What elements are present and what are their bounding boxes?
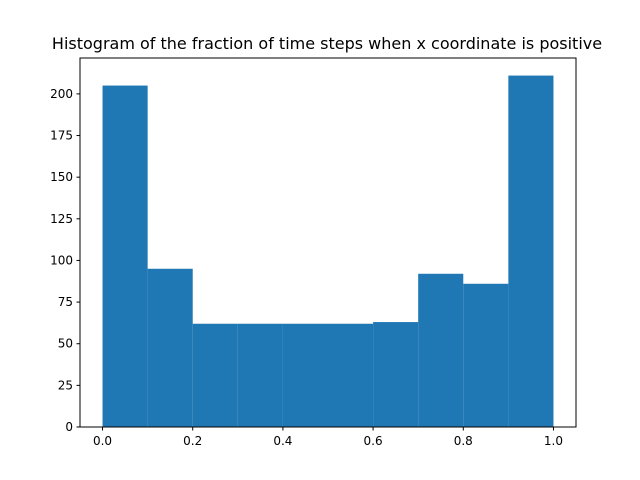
y-tick-label-6: 150: [50, 170, 73, 184]
x-tick-label-2: 0.4: [273, 434, 292, 448]
histogram-bar-4: [282, 323, 328, 427]
histogram-bar-6: [373, 322, 419, 427]
y-tick-label-2: 50: [58, 337, 73, 351]
x-tick-label-0: 0.0: [93, 434, 112, 448]
y-tick-label-4: 100: [50, 253, 73, 267]
histogram-bar-9: [508, 75, 554, 428]
histogram-bar-2: [192, 323, 238, 427]
y-tick-label-7: 175: [50, 129, 73, 143]
y-tick-label-0: 0: [65, 420, 73, 434]
y-axis: 0 25 50 75 100 125 150 175 200: [50, 87, 80, 434]
x-tick-label-3: 0.6: [364, 434, 383, 448]
histogram-bar-5: [328, 323, 374, 427]
y-tick-label-8: 200: [50, 87, 73, 101]
y-tick-label-1: 25: [58, 378, 73, 392]
histogram-bar-1: [147, 268, 193, 427]
bars-group: [102, 75, 554, 428]
chart-title: Histogram of the fraction of time steps …: [52, 34, 602, 53]
y-tick-label-5: 125: [50, 212, 73, 226]
histogram-bar-0: [102, 85, 148, 427]
plot-frame: [79, 57, 577, 428]
y-tick-label-3: 75: [58, 295, 73, 309]
x-tick-label-4: 0.8: [454, 434, 473, 448]
x-axis: 0.0 0.2 0.4 0.6 0.8 1.0: [93, 427, 563, 448]
x-tick-label-1: 0.2: [183, 434, 202, 448]
x-tick-label-5: 1.0: [544, 434, 563, 448]
histogram-bar-3: [237, 323, 283, 427]
histogram-bar-8: [463, 283, 509, 427]
histogram-bar-7: [418, 273, 464, 427]
